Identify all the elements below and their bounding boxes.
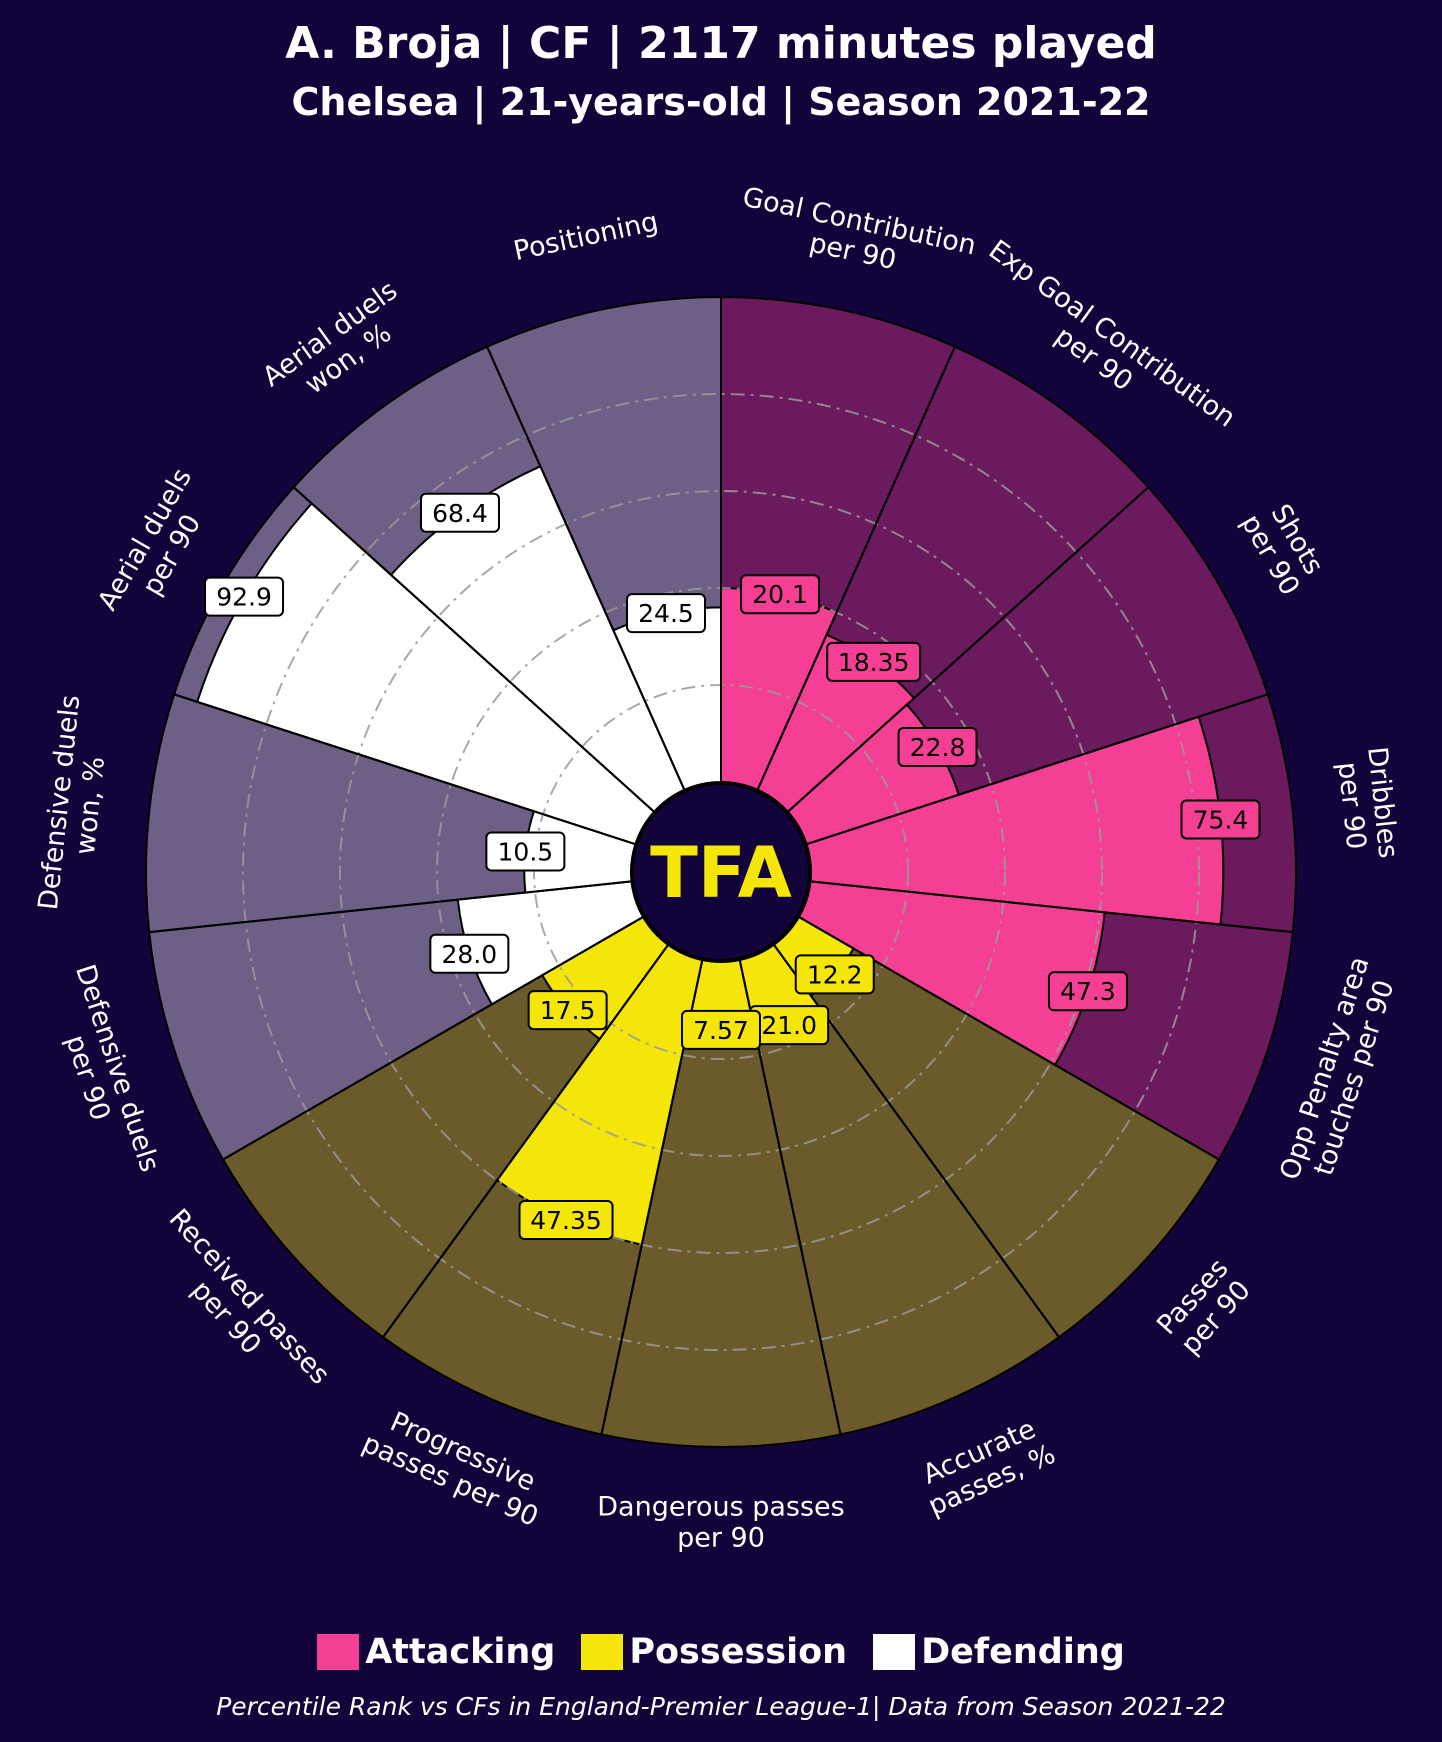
value-label-box bbox=[826, 641, 922, 682]
value-label-text: 21.0 bbox=[761, 1011, 817, 1040]
parameter-label-9: Progressivepasses per 90 bbox=[358, 1400, 556, 1533]
slice-divider-3 bbox=[787, 486, 1149, 813]
slice-bar-5 bbox=[797, 880, 1106, 1067]
legend-label-attacking: Attacking bbox=[365, 1632, 556, 1672]
parameter-label-line: Positioning bbox=[511, 206, 661, 267]
value-label-text: 7.57 bbox=[693, 1016, 749, 1045]
value-label-box bbox=[485, 831, 566, 872]
parameter-label-4: Dribblesper 90 bbox=[1330, 745, 1403, 863]
value-label-7: 21.0 bbox=[749, 1005, 830, 1046]
slice-bar-13 bbox=[195, 502, 656, 846]
value-label-text: 17.5 bbox=[540, 996, 596, 1025]
value-label-3: 22.8 bbox=[897, 726, 978, 767]
value-label-text: 68.4 bbox=[432, 499, 488, 528]
value-label-9: 47.35 bbox=[518, 1200, 614, 1241]
value-label-box bbox=[419, 492, 500, 533]
slice-divider-2 bbox=[756, 346, 956, 791]
legend-swatch-attacking bbox=[317, 1634, 360, 1670]
slice-fills bbox=[195, 465, 1225, 1246]
value-label-4: 75.4 bbox=[1180, 799, 1261, 840]
value-label-text: 18.35 bbox=[838, 648, 910, 677]
parameter-label-7: Accuratepasses, % bbox=[911, 1410, 1060, 1522]
legend: Attacking Possession Defending bbox=[0, 1632, 1442, 1672]
value-label-box bbox=[625, 593, 706, 634]
slice-divider-15 bbox=[486, 346, 686, 791]
legend-label-defending: Defending bbox=[921, 1632, 1125, 1672]
parameter-label-line: per 90 bbox=[677, 1523, 765, 1554]
legend-label-possession: Possession bbox=[629, 1632, 848, 1672]
parameter-label-5: Opp Penalty areatouches per 90 bbox=[1274, 953, 1405, 1193]
parameter-label-1: Goal Contributionper 90 bbox=[733, 182, 978, 292]
value-label-box bbox=[527, 990, 608, 1031]
value-label-text: 24.5 bbox=[638, 599, 694, 628]
value-labels: 20.1 18.35 22.8 75.4 47.3 12.2 21.0 7.57 47.35 17… bbox=[204, 492, 1261, 1241]
value-label-14: 68.4 bbox=[419, 492, 500, 533]
parameter-label-6: Passesper 90 bbox=[1151, 1253, 1258, 1362]
value-label-5: 47.3 bbox=[1047, 971, 1128, 1012]
center-logo: TFA bbox=[632, 783, 810, 961]
slice-divider-14 bbox=[293, 486, 655, 813]
value-label-11: 28.0 bbox=[429, 933, 510, 974]
legend-item-defending: Defending bbox=[873, 1632, 1125, 1672]
legend-item-attacking: Attacking bbox=[317, 1632, 555, 1672]
slice-divider-5 bbox=[810, 880, 1293, 934]
grid-ring-4 bbox=[242, 393, 1200, 1351]
parameter-label-12: Defensive duelswon, % bbox=[33, 694, 117, 915]
value-label-1: 20.1 bbox=[740, 574, 821, 615]
value-label-text: 92.9 bbox=[216, 583, 272, 612]
slice-divider-4 bbox=[806, 693, 1269, 846]
value-label-8: 7.57 bbox=[681, 1009, 761, 1050]
parameter-label-line: Dangerous passes bbox=[597, 1492, 844, 1523]
value-label-box bbox=[681, 1009, 761, 1050]
chart-subtitle: Chelsea | 21-years-old | Season 2021-22 bbox=[291, 80, 1151, 124]
parameter-label-11: Defensive duelsper 90 bbox=[40, 961, 166, 1185]
value-label-2: 18.35 bbox=[826, 641, 922, 682]
legend-swatch-defending bbox=[873, 1634, 916, 1670]
chart-title: A. Broja | CF | 2117 minutes played bbox=[285, 18, 1157, 69]
value-label-13: 92.9 bbox=[204, 576, 285, 617]
slice-bar-4 bbox=[805, 715, 1225, 926]
value-label-text: 22.8 bbox=[910, 733, 966, 762]
tfa-logo: TFA bbox=[650, 832, 792, 914]
slice-divider-13 bbox=[173, 693, 636, 846]
value-label-6: 12.2 bbox=[794, 954, 875, 995]
parameter-label-3: Shotsper 90 bbox=[1235, 494, 1333, 601]
value-label-text: 47.35 bbox=[530, 1206, 602, 1235]
footnote: Percentile Rank vs CFs in England-Premie… bbox=[216, 1692, 1226, 1721]
slice-divider-10 bbox=[382, 944, 669, 1338]
value-label-10: 17.5 bbox=[527, 990, 608, 1031]
value-label-text: 75.4 bbox=[1193, 806, 1249, 835]
legend-item-possession: Possession bbox=[581, 1632, 847, 1672]
value-label-text: 28.0 bbox=[442, 940, 498, 969]
slice-divider-11 bbox=[222, 916, 644, 1161]
value-label-text: 10.5 bbox=[498, 837, 554, 866]
value-label-text: 47.3 bbox=[1060, 977, 1116, 1006]
value-label-box bbox=[897, 726, 978, 767]
grid-ring-3 bbox=[339, 490, 1103, 1254]
value-label-box bbox=[740, 574, 821, 615]
legend-swatch-possession bbox=[581, 1634, 624, 1670]
slice-bar-14 bbox=[389, 465, 686, 814]
parameter-label-8: Dangerous passes per 90 bbox=[597, 1492, 844, 1554]
logo-circle bbox=[632, 783, 810, 961]
parameter-label-15: Positioning bbox=[511, 206, 661, 267]
value-label-box bbox=[1180, 799, 1261, 840]
value-label-12: 10.5 bbox=[485, 831, 566, 872]
value-label-box bbox=[794, 954, 875, 995]
value-label-box bbox=[429, 933, 510, 974]
value-label-box bbox=[1047, 971, 1128, 1012]
value-label-15: 24.5 bbox=[625, 593, 706, 634]
value-label-text: 20.1 bbox=[752, 580, 808, 609]
value-label-box bbox=[204, 576, 285, 617]
slice-divider-12 bbox=[149, 880, 632, 934]
value-label-text: 12.2 bbox=[807, 960, 863, 989]
value-label-box bbox=[518, 1200, 614, 1241]
